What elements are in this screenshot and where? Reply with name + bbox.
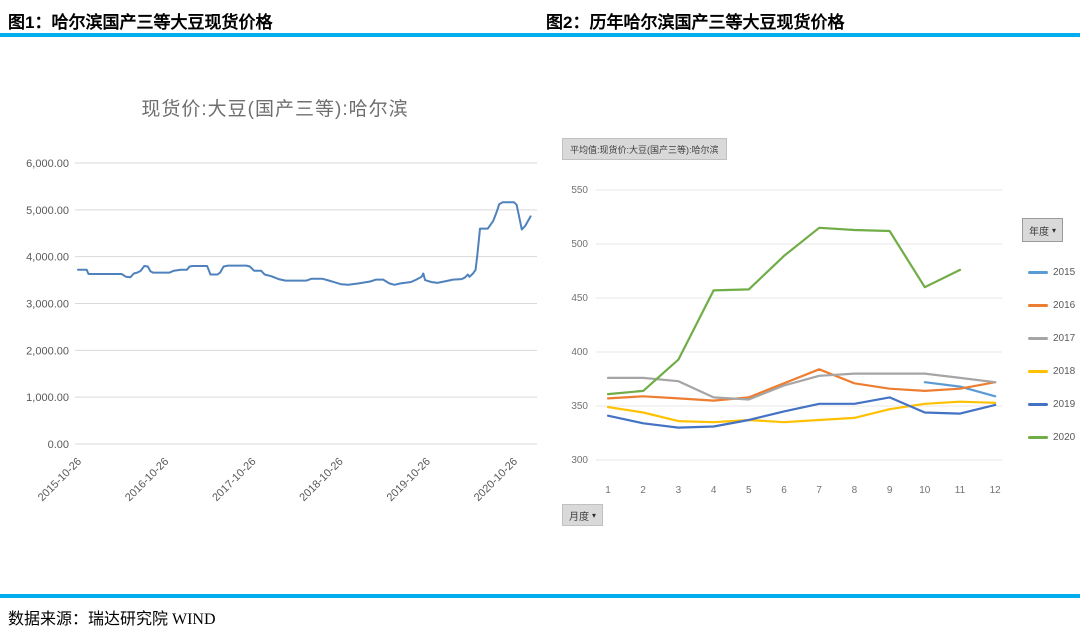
- svg-text:2018-10-26: 2018-10-26: [297, 456, 345, 504]
- svg-text:2017-10-26: 2017-10-26: [210, 456, 258, 504]
- svg-text:3,000.00: 3,000.00: [26, 299, 69, 311]
- svg-text:1: 1: [605, 485, 611, 496]
- svg-text:3: 3: [676, 485, 682, 496]
- svg-text:2015-10-26: 2015-10-26: [36, 456, 84, 504]
- figure1-caption: 图1：哈尔滨国产三等大豆现货价格: [8, 13, 273, 32]
- figure2-caption: 图2：历年哈尔滨国产三等大豆现货价格: [546, 13, 845, 32]
- period-dropdown-label: 月度: [569, 511, 589, 523]
- svg-text:500: 500: [571, 239, 588, 250]
- data-source: 数据来源：瑞达研究院 WIND: [8, 611, 216, 628]
- legend-swatch: [1028, 402, 1048, 406]
- legend-item[interactable]: 2020: [1028, 427, 1075, 447]
- svg-text:2020-10-26: 2020-10-26: [472, 456, 520, 504]
- series-selector-label: 平均值:现货价:大豆(国产三等):哈尔滨: [570, 144, 719, 155]
- svg-text:4,000.00: 4,000.00: [26, 252, 69, 264]
- svg-text:8: 8: [852, 485, 858, 496]
- svg-text:1,000.00: 1,000.00: [26, 392, 69, 404]
- spot-price-line-chart: 0.00 1,000.00 2,000.00 3,000.00 4,000.00 5,00…: [26, 158, 537, 504]
- legend-label: 2016: [1053, 299, 1076, 311]
- svg-text:12: 12: [990, 485, 1002, 496]
- chevron-down-icon: ▾: [1052, 225, 1057, 235]
- svg-text:2,000.00: 2,000.00: [26, 345, 69, 357]
- svg-text:400: 400: [571, 347, 588, 358]
- legend-item[interactable]: 2016: [1028, 295, 1075, 315]
- chart2-legend: 2015 2016 2017 2018 2019 2020: [1028, 262, 1075, 460]
- legend-item[interactable]: 2015: [1028, 262, 1075, 282]
- svg-text:300: 300: [571, 455, 588, 466]
- svg-text:2019-10-26: 2019-10-26: [385, 456, 433, 504]
- legend-dropdown-button[interactable]: 年度 ▾: [1022, 218, 1064, 242]
- legend-label: 2020: [1053, 431, 1076, 443]
- svg-text:450: 450: [571, 293, 588, 304]
- legend-label: 2015: [1053, 266, 1076, 278]
- svg-text:7: 7: [816, 485, 822, 496]
- svg-text:550: 550: [571, 185, 588, 196]
- chevron-down-icon: ▾: [592, 510, 597, 520]
- legend-swatch: [1028, 303, 1048, 307]
- legend-label: 2017: [1053, 332, 1076, 344]
- legend-item[interactable]: 2018: [1028, 361, 1075, 381]
- svg-text:2: 2: [640, 485, 646, 496]
- header-divider: [0, 33, 1080, 37]
- svg-text:9: 9: [887, 485, 893, 496]
- period-dropdown-button[interactable]: 月度 ▾: [562, 504, 604, 526]
- legend-swatch: [1028, 270, 1048, 274]
- svg-text:4: 4: [711, 485, 717, 496]
- legend-item[interactable]: 2017: [1028, 328, 1075, 348]
- svg-text:6: 6: [781, 485, 787, 496]
- legend-label: 2018: [1053, 365, 1076, 377]
- legend-swatch: [1028, 435, 1048, 439]
- series-selector-button[interactable]: 平均值:现货价:大豆(国产三等):哈尔滨: [562, 138, 727, 160]
- svg-text:6,000.00: 6,000.00: [26, 158, 69, 170]
- svg-text:2016-10-26: 2016-10-26: [123, 456, 171, 504]
- svg-text:350: 350: [571, 401, 588, 412]
- legend-label: 2019: [1053, 398, 1076, 410]
- legend-swatch: [1028, 369, 1048, 373]
- footer-divider: [0, 594, 1080, 598]
- svg-text:5,000.00: 5,000.00: [26, 205, 69, 217]
- svg-text:5: 5: [746, 485, 752, 496]
- chart1-title: 现货价:大豆(国产三等):哈尔滨: [141, 99, 409, 120]
- legend-item[interactable]: 2019: [1028, 394, 1075, 414]
- svg-text:11: 11: [955, 485, 966, 496]
- svg-text:0.00: 0.00: [48, 439, 69, 451]
- svg-text:10: 10: [919, 485, 931, 496]
- legend-dropdown-label: 年度: [1029, 226, 1049, 238]
- legend-swatch: [1028, 336, 1048, 340]
